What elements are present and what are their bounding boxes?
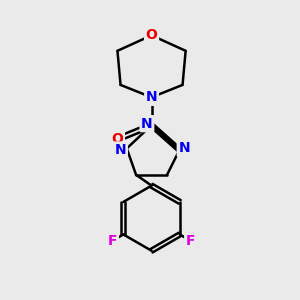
Text: F: F <box>108 234 117 248</box>
Text: N: N <box>115 143 126 157</box>
Text: N: N <box>146 90 158 104</box>
Text: O: O <box>112 132 123 146</box>
Text: O: O <box>146 28 158 42</box>
Text: F: F <box>186 234 195 248</box>
Text: N: N <box>141 117 153 131</box>
Text: N: N <box>178 142 190 155</box>
